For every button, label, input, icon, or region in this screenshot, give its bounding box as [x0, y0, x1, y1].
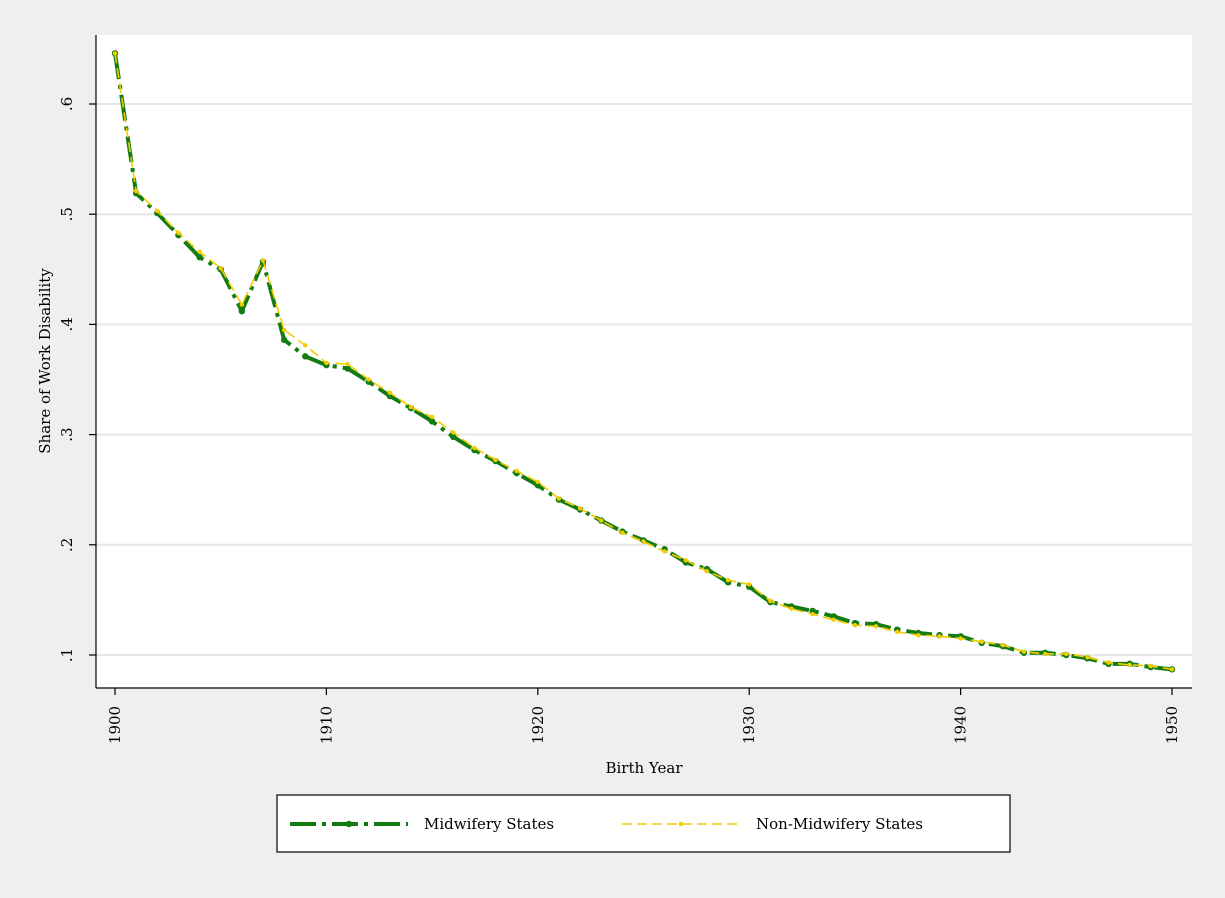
data-point-non-midwifery-states	[704, 569, 710, 574]
data-point-non-midwifery-states	[472, 445, 477, 451]
data-point-non-midwifery-states	[1064, 651, 1069, 657]
data-point-midwifery-states	[809, 607, 816, 615]
data-point-midwifery-states	[238, 307, 246, 315]
data-point-non-midwifery-states	[493, 457, 498, 463]
y-tick-label-1: .2	[58, 538, 76, 552]
legend-marker-non-midwifery	[678, 821, 684, 827]
y-tick-label-3: .4	[58, 317, 76, 331]
data-point-non-midwifery-states	[1148, 663, 1154, 669]
legend-label-non-midwifery: Non-Midwifery States	[756, 815, 923, 833]
data-point-non-midwifery-states	[239, 302, 245, 307]
x-tick-label-1: 1910	[317, 706, 335, 744]
data-point-non-midwifery-states	[303, 343, 308, 348]
data-point-non-midwifery-states	[662, 549, 667, 554]
data-point-non-midwifery-states	[1042, 651, 1048, 657]
data-point-midwifery-states	[428, 418, 436, 425]
data-point-non-midwifery-states	[133, 188, 139, 194]
data-point-non-midwifery-states	[324, 360, 329, 366]
y-tick-label-5: .6	[58, 97, 76, 111]
data-point-non-midwifery-states	[260, 258, 266, 263]
data-point-non-midwifery-states	[916, 632, 921, 638]
data-point-non-midwifery-states	[556, 496, 562, 501]
data-point-non-midwifery-states	[155, 208, 160, 214]
data-point-non-midwifery-states	[789, 606, 794, 611]
data-point-non-midwifery-states	[1127, 662, 1132, 668]
ticks: .1 .2 .3 .4 .5 .6 1900 1910 1920 1930 1940 1950	[58, 97, 1181, 744]
data-point-non-midwifery-states	[641, 539, 646, 544]
series-line-non-midwifery-states	[114, 53, 1173, 671]
data-point-non-midwifery-states	[768, 598, 773, 604]
axes	[95, 35, 1192, 689]
data-point-non-midwifery-states	[894, 629, 900, 635]
x-tick-label-0: 1900	[106, 706, 124, 744]
data-point-non-midwifery-states	[852, 623, 858, 628]
data-point-non-midwifery-states	[408, 404, 414, 410]
data-point-non-midwifery-states	[683, 558, 688, 563]
data-point-midwifery-states	[450, 433, 457, 441]
data-point-non-midwifery-states	[1021, 649, 1027, 654]
legend-swatch-midwifery	[290, 820, 408, 828]
data-point-non-midwifery-states	[979, 639, 984, 644]
x-tick-label-5: 1950	[1163, 706, 1181, 744]
legend-marker-midwifery	[345, 820, 353, 828]
plot-area	[96, 35, 1192, 688]
data-point-non-midwifery-states	[873, 624, 879, 629]
data-point-non-midwifery-states	[831, 617, 836, 622]
data-point-midwifery-states	[534, 482, 541, 489]
data-point-non-midwifery-states	[345, 361, 350, 367]
data-point-non-midwifery-states	[577, 506, 583, 511]
data-point-non-midwifery-states	[958, 636, 963, 641]
data-point-non-midwifery-states	[747, 582, 752, 587]
data-point-midwifery-states	[280, 336, 288, 344]
data-point-non-midwifery-states	[810, 612, 815, 617]
data-point-non-midwifery-states	[1000, 642, 1006, 648]
data-point-non-midwifery-states	[451, 430, 456, 435]
data-point-midwifery-states	[302, 353, 309, 360]
data-point-non-midwifery-states	[599, 518, 604, 523]
data-point-non-midwifery-states	[725, 577, 731, 583]
data-point-midwifery-states	[344, 365, 351, 372]
data-point-non-midwifery-states	[112, 51, 118, 56]
data-point-non-midwifery-states	[620, 530, 625, 535]
data-point-non-midwifery-states	[514, 468, 519, 474]
y-axis-title: Share of Work Disability	[36, 268, 54, 454]
x-tick-label-3: 1930	[740, 706, 758, 744]
data-point-non-midwifery-states	[429, 414, 435, 420]
data-point-non-midwifery-states	[176, 230, 181, 236]
data-point-non-midwifery-states	[535, 479, 540, 485]
legend: Midwifery States Non-Midwifery States	[276, 794, 1011, 853]
legend-label-midwifery: Midwifery States	[424, 815, 554, 833]
data-point-non-midwifery-states	[387, 390, 393, 395]
data-point-midwifery-states	[830, 613, 837, 620]
data-point-non-midwifery-states	[366, 377, 371, 382]
data-point-non-midwifery-states	[937, 634, 942, 639]
data-point-non-midwifery-states	[281, 327, 287, 333]
data-point-midwifery-states	[196, 253, 203, 261]
series-non-midwifery-states	[112, 51, 1175, 672]
x-axis-title: Birth Year	[605, 759, 683, 777]
y-tick-label-0: .1	[58, 648, 76, 662]
legend-swatch-non-midwifery	[622, 821, 740, 827]
data-point-non-midwifery-states	[1169, 667, 1175, 672]
data-point-non-midwifery-states	[1106, 660, 1111, 665]
y-tick-label-2: .3	[58, 427, 76, 441]
data-point-non-midwifery-states	[218, 265, 223, 271]
x-tick-label-2: 1920	[529, 706, 547, 744]
x-tick-label-4: 1940	[952, 706, 970, 744]
y-tick-label-4: .5	[58, 207, 76, 221]
series	[111, 50, 1176, 673]
data-point-non-midwifery-states	[197, 249, 202, 254]
data-point-non-midwifery-states	[1085, 655, 1090, 660]
